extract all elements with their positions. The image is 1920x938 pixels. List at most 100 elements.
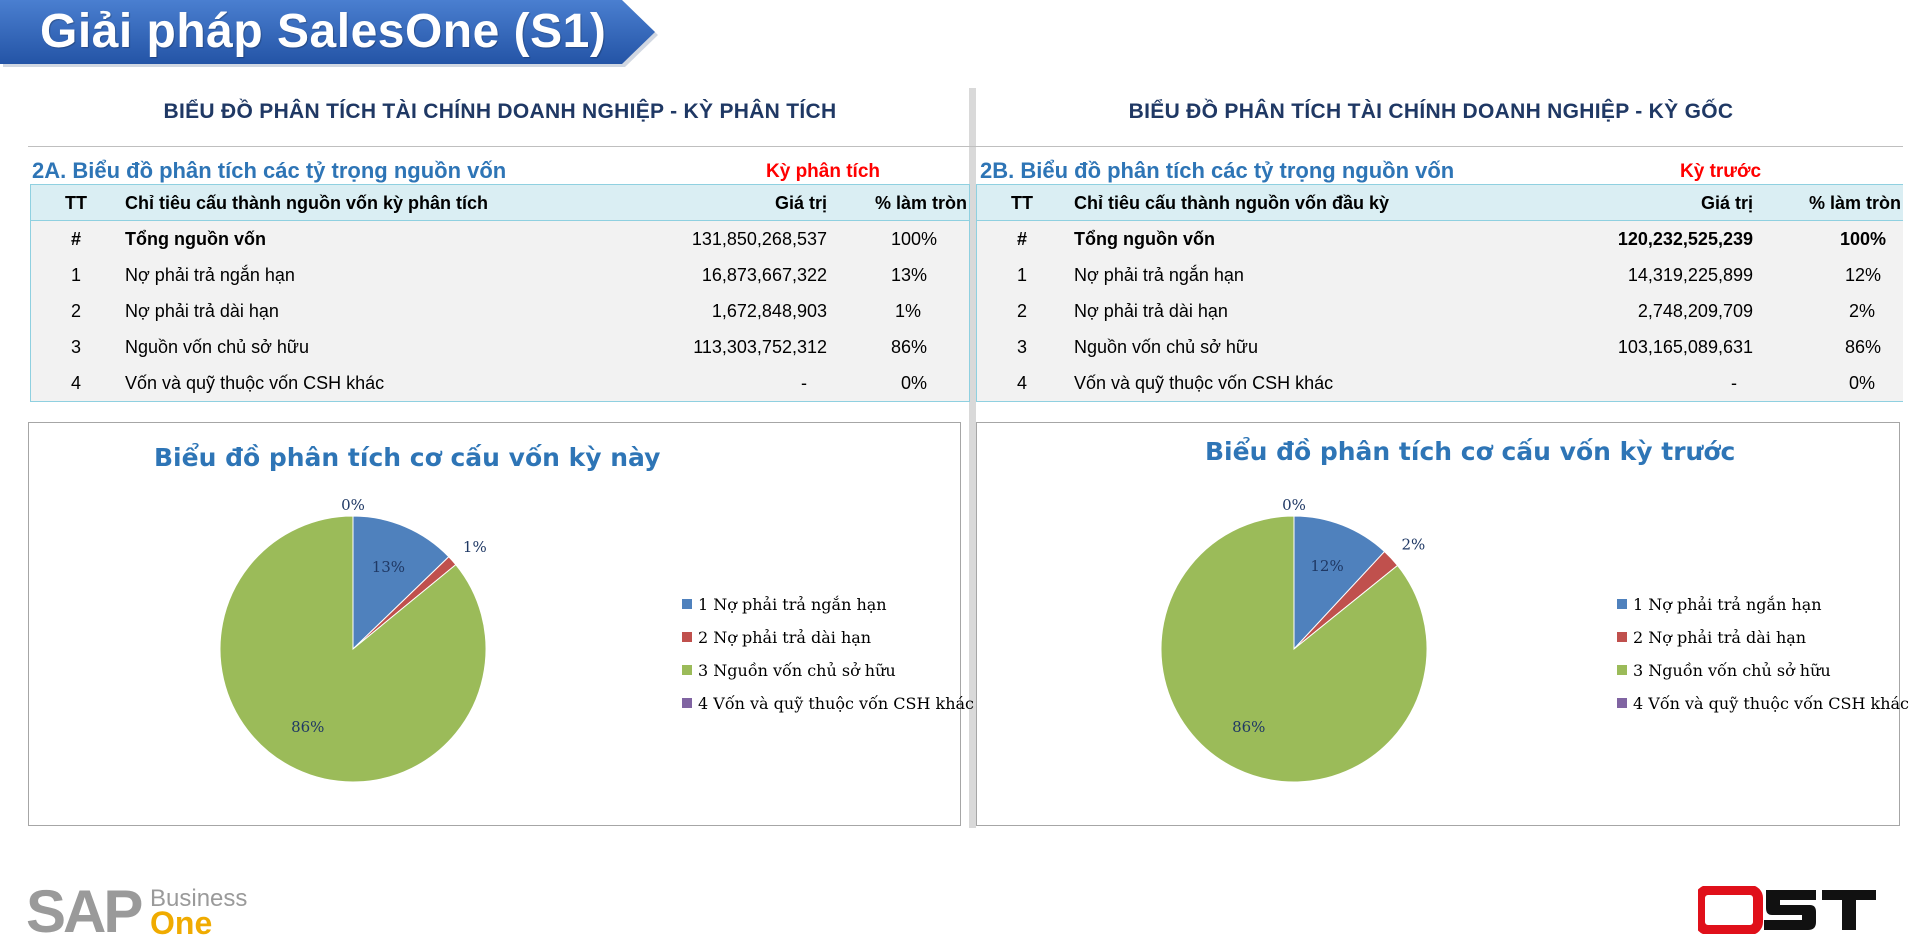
header-pct: % làm tròn (1808, 193, 1901, 213)
row-value: 16,873,667,322 (701, 265, 827, 285)
banner-shape (0, 0, 658, 67)
row-value: 1,672,848,903 (711, 301, 827, 321)
row-name: Nợ phải trả ngắn hạn (125, 265, 295, 285)
table-row: 1 Nợ phải trả ngắn hạn 14,319,225,899 12… (977, 257, 1903, 293)
row-name: Vốn và quỹ thuộc vốn CSH khác (125, 373, 385, 393)
legend-item: 1 Nợ phải trả ngắn hạn (1617, 588, 1909, 621)
legend-item: 1 Nợ phải trả ngắn hạn (682, 588, 974, 621)
row-tt: 4 (1016, 373, 1027, 393)
chart-title: Biểu đồ phân tích cơ cấu vốn kỳ trước (1205, 437, 1736, 466)
capital-table: TT Chỉ tiêu cấu thành nguồn vốn kỳ phân … (30, 184, 970, 402)
legend-item: 3 Nguồn vốn chủ sở hữu (1617, 654, 1909, 687)
row-tt: 2 (1016, 301, 1027, 321)
banner: Giải pháp SalesOne (S1) (0, 0, 658, 67)
legend-item: 2 Nợ phải trả dài hạn (1617, 621, 1909, 654)
row-value: 103,165,089,631 (1617, 337, 1753, 357)
sap-business-one-logo: SAP Business One (26, 880, 247, 938)
row-pct: 12% (1844, 265, 1881, 285)
label-equity: 86% (291, 718, 324, 736)
row-name: Vốn và quỹ thuộc vốn CSH khác (1074, 373, 1334, 393)
chart-legend: 1 Nợ phải trả ngắn hạn 2 Nợ phải trả dài… (1617, 588, 1909, 720)
table-row: 3 Nguồn vốn chủ sở hữu 103,165,089,631 8… (977, 329, 1903, 365)
legend-label: 4 Vốn và quỹ thuộc vốn CSH khác (1633, 694, 1910, 713)
panel-title: BIỂU ĐỒ PHÂN TÍCH TÀI CHÍNH DOANH NGHIỆP… (163, 100, 837, 123)
svg-text:One: One (150, 905, 212, 938)
legend-swatch (682, 664, 692, 675)
section-heading: 2B. Biểu đồ phân tích các tỷ trọng nguồn… (980, 158, 1455, 183)
legend-label: 1 Nợ phải trả ngắn hạn (1633, 595, 1822, 614)
row-name: Nợ phải trả dài hạn (1074, 301, 1228, 321)
row-name: Nguồn vốn chủ sở hữu (125, 337, 309, 357)
label-short-term-debt: 12% (1310, 557, 1343, 575)
slice-equity (219, 515, 487, 783)
row-value: 131,850,268,537 (691, 229, 827, 249)
pie-chart-current: Biểu đồ phân tích cơ cấu vốn kỳ này 13% 1… (28, 422, 974, 826)
legend-label: 4 Vốn và quỹ thuộc vốn CSH khác (698, 694, 975, 713)
label-other-equity: 0% (341, 496, 365, 514)
row-pct: 100% (1839, 229, 1886, 249)
legend-swatch (1617, 664, 1627, 675)
panel-rule (28, 146, 972, 147)
row-pct: 86% (1844, 337, 1881, 357)
header-pct: % làm tròn (874, 193, 967, 213)
label-other-equity: 0% (1282, 496, 1306, 514)
legend-swatch (1617, 631, 1627, 642)
row-name: Tổng nguồn vốn (125, 229, 266, 249)
row-tt: 2 (70, 301, 81, 321)
label-equity: 86% (1232, 718, 1265, 736)
row-value: - (801, 373, 807, 393)
row-name: Nợ phải trả dài hạn (125, 301, 279, 321)
row-pct: 0% (900, 373, 927, 393)
ost-logo (1698, 886, 1876, 934)
pie-chart-svg: 12% 2% 86% 0% (1160, 496, 1428, 783)
row-tt: 3 (70, 337, 81, 357)
row-pct: 1% (894, 301, 921, 321)
header-value: Giá trị (1700, 193, 1753, 213)
legend-swatch (682, 697, 692, 708)
chart-title: Biểu đồ phân tích cơ cấu vốn kỳ này (154, 443, 661, 472)
row-name: Tổng nguồn vốn (1074, 229, 1215, 249)
row-name: Nguồn vốn chủ sở hữu (1074, 337, 1258, 357)
period-label: Kỳ trước (1680, 161, 1762, 182)
table-header: TT Chỉ tiêu cấu thành nguồn vốn đầu kỳ G… (977, 185, 1903, 221)
legend-label: 3 Nguồn vốn chủ sở hữu (698, 661, 896, 680)
legend-item: 2 Nợ phải trả dài hạn (682, 621, 974, 654)
legend-item: 4 Vốn và quỹ thuộc vốn CSH khác (1617, 687, 1909, 720)
banner-title: Giải pháp SalesOne (S1) (40, 5, 607, 58)
slice-equity (1160, 515, 1428, 783)
row-pct: 0% (1848, 373, 1875, 393)
panel-title: BIỂU ĐỒ PHÂN TÍCH TÀI CHÍNH DOANH NGHIỆP… (1128, 100, 1734, 123)
header-tt: TT (1011, 193, 1033, 213)
header-name: Chỉ tiêu cấu thành nguồn vốn đầu kỳ (1074, 193, 1390, 213)
legend-swatch (682, 598, 692, 609)
svg-text:SAP: SAP (26, 880, 141, 938)
period-label: Kỳ phân tích (766, 161, 881, 182)
row-name: Nợ phải trả ngắn hạn (1074, 265, 1244, 285)
row-tt: 1 (70, 265, 81, 285)
legend-label: 3 Nguồn vốn chủ sở hữu (1633, 661, 1831, 680)
row-tt: 3 (1016, 337, 1027, 357)
row-pct: 100% (890, 229, 937, 249)
table-row: 4 Vốn và quỹ thuộc vốn CSH khác - 0% (977, 365, 1903, 401)
legend-swatch (1617, 697, 1627, 708)
table-header: TT Chỉ tiêu cấu thành nguồn vốn kỳ phân … (31, 185, 969, 221)
panel-divider (969, 88, 976, 828)
row-pct: 86% (890, 337, 927, 357)
table-row: 2 Nợ phải trả dài hạn 2,748,209,709 2% (977, 293, 1903, 329)
table-row: # Tổng nguồn vốn 131,850,268,537 100% (31, 221, 969, 257)
row-tt: # (70, 229, 81, 249)
row-pct: 13% (890, 265, 927, 285)
table-row: 3 Nguồn vốn chủ sở hữu 113,303,752,312 8… (31, 329, 969, 365)
label-long-term-debt: 1% (463, 538, 487, 556)
legend-label: 1 Nợ phải trả ngắn hạn (698, 595, 887, 614)
legend-swatch (1617, 598, 1627, 609)
legend-label: 2 Nợ phải trả dài hạn (1633, 628, 1807, 647)
legend-swatch (682, 631, 692, 642)
table-row: 4 Vốn và quỹ thuộc vốn CSH khác - 0% (31, 365, 969, 401)
header-name: Chỉ tiêu cấu thành nguồn vốn kỳ phân tíc… (125, 193, 489, 213)
legend-item: 4 Vốn và quỹ thuộc vốn CSH khác (682, 687, 974, 720)
table-row: 2 Nợ phải trả dài hạn 1,672,848,903 1% (31, 293, 969, 329)
row-pct: 2% (1848, 301, 1875, 321)
row-value: 2,748,209,709 (1637, 301, 1753, 321)
row-value: 14,319,225,899 (1627, 265, 1753, 285)
